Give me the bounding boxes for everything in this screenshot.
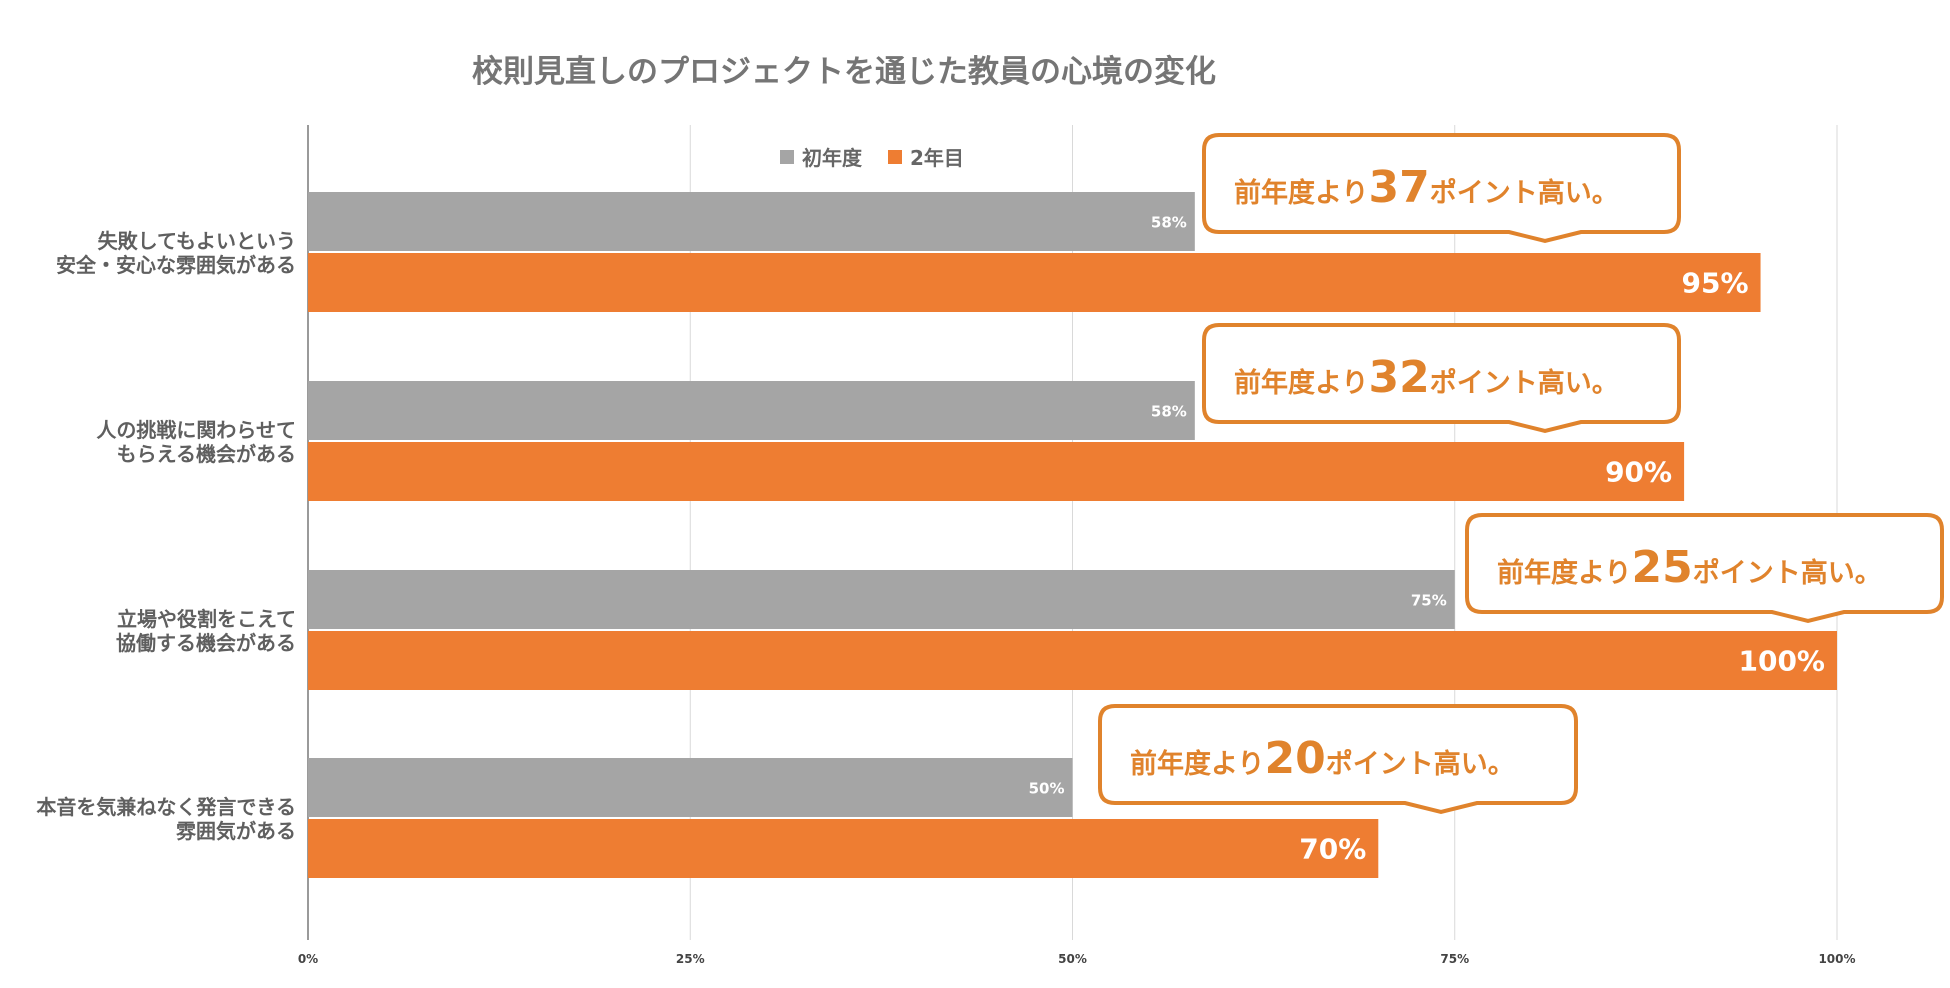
legend-label: 初年度 <box>802 146 863 170</box>
bar-first-year <box>308 381 1195 440</box>
bar-first-year <box>308 570 1455 629</box>
callout-number: 32 <box>1368 352 1429 403</box>
callout-text: 前年度より20ポイント高い。 <box>1130 733 1515 784</box>
callout-box <box>1202 133 1681 244</box>
bar-value-label: 90% <box>1605 456 1672 489</box>
bar-value-label: 58% <box>1151 214 1187 232</box>
callout-text: 前年度より25ポイント高い。 <box>1497 542 1882 593</box>
category-label: 失敗してもよいという <box>98 229 296 253</box>
x-tick-label: 0% <box>298 952 318 966</box>
callout-text: 前年度より32ポイント高い。 <box>1234 352 1619 403</box>
callout-suffix: ポイント高い。 <box>1693 557 1882 589</box>
bar-first-year <box>308 192 1195 251</box>
bar-second-year <box>308 631 1837 690</box>
bar-second-year <box>308 442 1685 501</box>
bar-second-year <box>308 819 1379 878</box>
category-label: 人の挑戦に関わらせて <box>96 418 296 442</box>
chart-title: 校則見直しのプロジェクトを通じた教員の心境の変化 <box>472 54 1216 90</box>
category-label: 雰囲気がある <box>176 819 296 843</box>
callout-box <box>1465 513 1944 624</box>
callout-suffix: ポイント高い。 <box>1326 748 1515 780</box>
callouts: 前年度より37ポイント高い。前年度より32ポイント高い。前年度より25ポイント高… <box>1098 133 1944 815</box>
category-labels: 失敗してもよいという安全・安心な雰囲気がある人の挑戦に関わらせてもらえる機会があ… <box>36 229 296 843</box>
callout-number: 25 <box>1631 542 1692 593</box>
callout-suffix: ポイント高い。 <box>1430 177 1619 209</box>
legend: 初年度 2年目 <box>780 146 964 170</box>
bar-value-label: 70% <box>1299 833 1366 866</box>
x-tick-label: 50% <box>1058 952 1087 966</box>
callout-number: 37 <box>1368 162 1429 213</box>
bar-value-label: 75% <box>1411 592 1447 610</box>
x-axis-ticks: 0% 25% 50% 75% 100% <box>298 952 1856 966</box>
legend-label: 2年目 <box>910 146 964 170</box>
category-label: もらえる機会がある <box>117 442 296 466</box>
x-tick-label: 75% <box>1440 952 1469 966</box>
callout-box <box>1098 704 1578 815</box>
bar-value-label: 100% <box>1738 645 1825 678</box>
category-label: 立場や役割をこえて <box>117 607 296 631</box>
callout-box <box>1202 323 1681 434</box>
callout-prefix: 前年度より <box>1234 367 1368 399</box>
bar-second-year <box>308 253 1761 312</box>
bar-first-year <box>308 758 1073 817</box>
callout-number: 20 <box>1264 733 1325 784</box>
callout-prefix: 前年度より <box>1234 177 1368 209</box>
category-label: 本音を気兼ねなく発言できる <box>36 795 296 819</box>
bar-value-label: 95% <box>1682 267 1749 300</box>
bars: 58% 58% 75% 50% 95% 90% 100% 70% <box>308 192 1837 878</box>
x-tick-label: 25% <box>676 952 705 966</box>
category-label: 協働する機会がある <box>116 631 296 655</box>
callout-text: 前年度より37ポイント高い。 <box>1234 162 1619 213</box>
x-tick-label: 100% <box>1818 952 1855 966</box>
bar-value-label: 58% <box>1151 403 1187 421</box>
category-label: 安全・安心な雰囲気がある <box>56 253 296 277</box>
callout-prefix: 前年度より <box>1130 748 1264 780</box>
legend-swatch <box>780 150 794 164</box>
callout-suffix: ポイント高い。 <box>1430 367 1619 399</box>
legend-swatch <box>888 150 902 164</box>
callout-prefix: 前年度より <box>1497 557 1631 589</box>
bar-value-label: 50% <box>1029 780 1065 798</box>
